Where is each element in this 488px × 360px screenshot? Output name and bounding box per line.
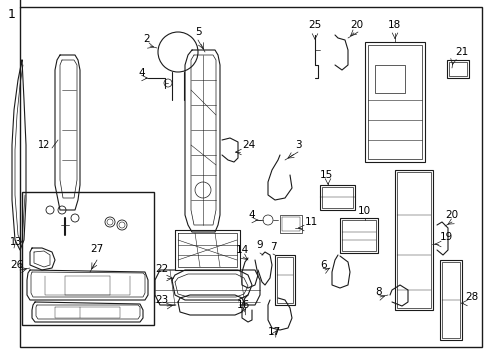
Text: 24: 24 <box>242 140 255 150</box>
Text: 11: 11 <box>305 217 318 227</box>
Bar <box>276 257 292 303</box>
Text: 22: 22 <box>155 264 168 274</box>
Text: 14: 14 <box>236 245 249 255</box>
Bar <box>364 42 424 162</box>
Text: 28: 28 <box>464 292 477 302</box>
Bar <box>321 187 352 208</box>
Text: 8: 8 <box>374 287 381 297</box>
Text: 18: 18 <box>387 20 401 30</box>
Bar <box>22 192 154 325</box>
Bar <box>274 255 294 305</box>
Text: 1: 1 <box>8 8 16 21</box>
Text: 13: 13 <box>10 237 22 247</box>
Text: 20: 20 <box>349 20 363 30</box>
Bar <box>396 172 430 308</box>
Bar <box>374 65 404 93</box>
Text: 7: 7 <box>269 242 276 252</box>
Bar <box>339 218 377 253</box>
Text: 12: 12 <box>38 140 50 150</box>
Bar <box>439 260 461 340</box>
Text: 15: 15 <box>319 170 332 180</box>
Text: 6: 6 <box>319 260 326 270</box>
Text: 27: 27 <box>90 244 103 254</box>
Text: 4: 4 <box>138 68 144 78</box>
Text: 21: 21 <box>454 47 468 57</box>
Text: 23: 23 <box>155 295 168 305</box>
Text: 19: 19 <box>439 232 452 242</box>
Text: 2: 2 <box>142 34 149 44</box>
Text: 25: 25 <box>307 20 321 30</box>
Bar <box>448 62 466 76</box>
Text: 3: 3 <box>294 140 301 150</box>
Text: 5: 5 <box>195 27 201 37</box>
Bar <box>446 60 468 78</box>
Bar <box>394 170 432 310</box>
Text: 16: 16 <box>237 300 250 310</box>
Text: 26: 26 <box>10 260 23 270</box>
Text: 20: 20 <box>444 210 457 220</box>
Text: 4: 4 <box>247 210 254 220</box>
Text: 17: 17 <box>267 327 281 337</box>
Bar <box>280 215 302 233</box>
Bar <box>441 262 459 338</box>
Bar <box>367 45 421 159</box>
Bar <box>282 217 299 231</box>
Text: 9: 9 <box>256 240 262 250</box>
Bar <box>341 220 375 251</box>
Text: 10: 10 <box>357 206 370 216</box>
Bar <box>319 185 354 210</box>
